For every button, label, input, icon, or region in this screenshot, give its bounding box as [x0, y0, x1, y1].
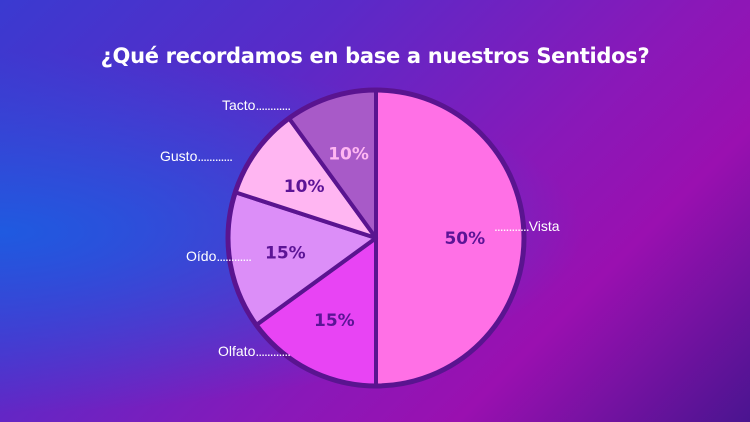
chart-title: ¿Qué recordamos en base a nuestros Senti… — [100, 44, 650, 68]
label-gusto: Gusto............ — [160, 148, 233, 164]
label-oido: Oído............ — [186, 248, 252, 264]
pie-outline — [225, 87, 527, 389]
data-label-gusto: 10% — [284, 177, 325, 197]
label-vista: ............Vista — [494, 218, 560, 234]
label-olfato: Olfato............ — [218, 343, 291, 359]
label-tacto: Tacto............ — [222, 97, 291, 113]
data-label-olfato: 15% — [314, 311, 355, 331]
data-label-tacto: 10% — [328, 145, 369, 165]
data-label-vista: 50% — [444, 229, 485, 249]
data-label-oído: 15% — [265, 243, 306, 263]
